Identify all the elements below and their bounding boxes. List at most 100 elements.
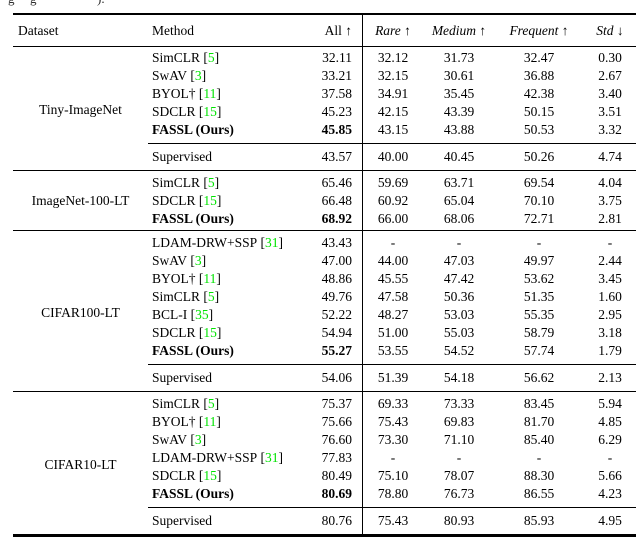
- frequent-value: 72.71: [523, 211, 555, 226]
- citation-link[interactable]: 3: [194, 253, 202, 268]
- citation-link[interactable]: 15: [203, 325, 217, 340]
- method-name: SDCLR: [152, 104, 196, 119]
- medium-value: 54.18: [424, 364, 494, 391]
- citation-link[interactable]: 5: [207, 175, 215, 190]
- citation-link[interactable]: 15: [203, 104, 217, 119]
- frequent-value: 69.54: [523, 175, 555, 190]
- medium-value: 69.83: [443, 414, 475, 429]
- std-value: 2.81: [598, 211, 622, 226]
- citation-bracket: ]: [214, 289, 220, 304]
- medium-value: 35.45: [443, 86, 475, 101]
- frequent-value: 85.40: [523, 432, 555, 447]
- rare-value: -: [390, 450, 396, 465]
- citation-bracket: ]: [201, 432, 207, 447]
- all-value: 80.76: [300, 507, 362, 534]
- std-value: 4.85: [598, 414, 622, 429]
- method-name: SimCLR: [152, 50, 201, 65]
- header-frequent: Frequent ↑: [509, 22, 569, 38]
- dataset-label: ImageNet-100-LT: [31, 193, 130, 208]
- medium-value: 73.33: [443, 396, 475, 411]
- method-label: FASSL (Ours): [148, 485, 300, 503]
- method-name: BYOL†: [152, 414, 196, 429]
- citation-bracket: [: [195, 468, 204, 483]
- frequent-value: 50.53: [523, 122, 555, 137]
- method-name: FASSL (Ours): [152, 211, 234, 226]
- citation-bracket: [: [195, 271, 204, 286]
- rare-value: 75.10: [377, 468, 409, 483]
- citation-link[interactable]: 3: [194, 68, 202, 83]
- table-header-row: Dataset Method All ↑ Rare ↑ Medium ↑ Fre…: [13, 15, 636, 47]
- method-label: SDCLR [15]: [148, 103, 300, 121]
- method-name: SimCLR: [152, 396, 201, 411]
- rare-value: 42.15: [377, 104, 409, 119]
- medium-value: 47.03: [443, 253, 475, 268]
- std-value: 2.95: [598, 307, 622, 322]
- rare-value: 47.58: [377, 289, 409, 304]
- citation-link[interactable]: 11: [203, 414, 217, 429]
- citation-bracket: [: [195, 325, 204, 340]
- citation-link[interactable]: 3: [194, 432, 202, 447]
- header-all: All ↑: [324, 22, 352, 38]
- all-value: 80.49: [321, 468, 352, 483]
- medium-value: -: [456, 235, 462, 250]
- all-value: 48.86: [321, 271, 352, 286]
- rare-value: 32.15: [377, 68, 409, 83]
- citation-link[interactable]: 15: [203, 193, 217, 208]
- frequent-value: 50.26: [494, 143, 584, 170]
- all-value: 43.43: [321, 235, 352, 250]
- all-value: 75.37: [321, 396, 352, 411]
- std-value: 1.79: [598, 343, 622, 358]
- header-medium: Medium ↑: [431, 22, 487, 38]
- citation-bracket: [: [200, 50, 208, 65]
- citation-bracket: ]: [216, 468, 222, 483]
- all-value: 54.06: [300, 364, 362, 391]
- frequent-value: 58.79: [523, 325, 555, 340]
- caption-text-fragment: g: [8, 0, 15, 7]
- rare-value: 32.12: [377, 50, 409, 65]
- citation-link[interactable]: 5: [207, 289, 215, 304]
- frequent-value: 49.97: [523, 253, 555, 268]
- rare-value: 44.00: [377, 253, 409, 268]
- citation-link[interactable]: 5: [207, 396, 215, 411]
- medium-value: 30.61: [443, 68, 475, 83]
- frequent-value: 85.93: [494, 507, 584, 534]
- medium-value: 68.06: [443, 211, 475, 226]
- method-name: SwAV: [152, 253, 188, 268]
- method-label: LDAM-DRW+SSP [31]: [148, 234, 300, 252]
- citation-link[interactable]: 31: [265, 450, 279, 465]
- citation-link[interactable]: 31: [265, 235, 279, 250]
- header-method: Method: [152, 22, 194, 38]
- citation-link[interactable]: 11: [203, 86, 217, 101]
- citation-bracket: [: [200, 289, 208, 304]
- frequent-value: 53.62: [523, 271, 555, 286]
- method-name: Supervised: [152, 513, 212, 528]
- rare-value: 60.92: [377, 193, 409, 208]
- citation-bracket: [: [187, 253, 195, 268]
- frequent-value: 83.45: [523, 396, 555, 411]
- citation-bracket: ]: [278, 450, 284, 465]
- all-value: 49.76: [321, 289, 352, 304]
- citation-link[interactable]: 11: [203, 271, 217, 286]
- dataset-label: Tiny-ImageNet: [39, 101, 122, 117]
- all-value: 32.11: [322, 50, 352, 65]
- citation-bracket: ]: [214, 175, 220, 190]
- citation-link[interactable]: 35: [195, 307, 209, 322]
- std-value: 3.51: [598, 104, 622, 119]
- method-name: SimCLR: [152, 289, 201, 304]
- std-value: 4.95: [584, 507, 636, 534]
- method-name: SwAV: [152, 432, 188, 447]
- citation-bracket: ]: [214, 396, 220, 411]
- citation-bracket: [: [195, 86, 204, 101]
- citation-bracket: [: [187, 68, 195, 83]
- std-value: 3.32: [598, 122, 622, 137]
- citation-link[interactable]: 15: [203, 468, 217, 483]
- rare-value: 73.30: [377, 432, 409, 447]
- frequent-value: 55.35: [523, 307, 555, 322]
- citation-link[interactable]: 5: [207, 50, 215, 65]
- method-name: BCL-I: [152, 307, 188, 322]
- method-label: LDAM-DRW+SSP [31]: [148, 449, 300, 467]
- method-name: Supervised: [152, 370, 212, 385]
- frequent-value: 88.30: [523, 468, 555, 483]
- std-value: 6.29: [598, 432, 622, 447]
- citation-bracket: ]: [208, 307, 214, 322]
